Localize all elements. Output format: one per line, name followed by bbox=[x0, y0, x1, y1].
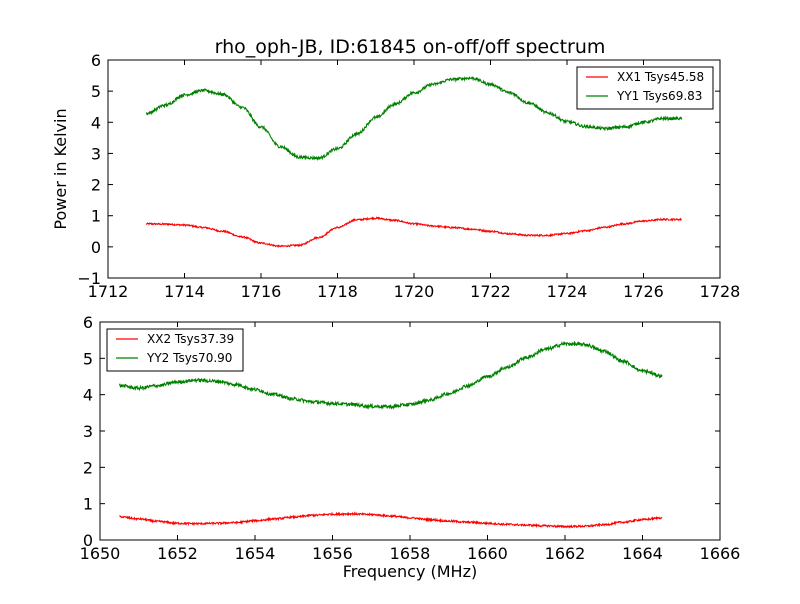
legend-label: XX1 Tsys45.58 bbox=[617, 70, 704, 84]
x-tick-label: 1728 bbox=[700, 282, 741, 301]
x-tick-label: 1656 bbox=[312, 544, 353, 563]
y-tick-label: 1 bbox=[91, 207, 101, 226]
y-tick-label: 6 bbox=[83, 313, 93, 332]
legend: XX1 Tsys45.58 YY1 Tsys69.83 bbox=[576, 66, 714, 110]
x-tick-label: 1654 bbox=[235, 544, 276, 563]
chart-title: rho_oph-JB, ID:61845 on-off/off spectrum bbox=[215, 36, 606, 58]
x-tick-label: 1726 bbox=[623, 282, 664, 301]
x-tick-label: 1650 bbox=[80, 544, 121, 563]
legend-label: XX2 Tsys37.39 bbox=[147, 332, 234, 346]
x-tick-label: 1720 bbox=[394, 282, 435, 301]
y-tick-label: 2 bbox=[83, 458, 93, 477]
legend-box bbox=[106, 328, 244, 372]
x-tick-label: 1662 bbox=[545, 544, 586, 563]
chart-panel-1: 1712 1714 1716 1718 1720 1722 1724 1726 1728 −1 0 1… bbox=[77, 51, 740, 301]
y-tick-label: 2 bbox=[91, 176, 101, 195]
x-axis-label: Frequency (MHz) bbox=[343, 562, 477, 581]
y-tick-label: 6 bbox=[91, 51, 101, 70]
y-tick-label: 3 bbox=[91, 144, 101, 163]
y-tick-label: 4 bbox=[83, 386, 93, 405]
y-tick-label: 3 bbox=[83, 422, 93, 441]
legend-label: YY1 Tsys69.83 bbox=[616, 89, 702, 103]
x-tick-label: 1718 bbox=[317, 282, 358, 301]
y-tick-label: −1 bbox=[77, 269, 101, 288]
chart-panel-2: 1650 1652 1654 1656 1658 1660 1662 1664 1666 0 1 2 3… bbox=[80, 313, 741, 563]
x-tick-label: 1666 bbox=[700, 544, 741, 563]
chart-panels: 1712 1714 1716 1718 1720 1722 1724 1726 1728−101… bbox=[77, 51, 740, 563]
y-tick-label: 1 bbox=[83, 495, 93, 514]
x-tick-label: 1722 bbox=[470, 282, 511, 301]
series-line-2 bbox=[118, 340, 663, 410]
y-tick-label: 4 bbox=[91, 113, 101, 132]
y-tick-label: 0 bbox=[83, 531, 93, 550]
series-group bbox=[145, 76, 683, 249]
y-tick-label: 5 bbox=[91, 82, 101, 101]
series-line-1 bbox=[145, 216, 683, 249]
x-tick-label: 1652 bbox=[157, 544, 198, 563]
x-tick-label: 1714 bbox=[164, 282, 205, 301]
y-axis-label: Power in Kelvin bbox=[51, 108, 70, 229]
x-tick-label: 1716 bbox=[241, 282, 282, 301]
legend: XX2 Tsys37.39 YY2 Tsys70.90 bbox=[106, 328, 244, 372]
legend-box bbox=[576, 66, 714, 110]
series-line-1 bbox=[119, 511, 663, 529]
x-tick-label: 1658 bbox=[390, 544, 431, 563]
legend-label: YY2 Tsys70.90 bbox=[146, 351, 232, 365]
y-tick-label: 0 bbox=[91, 238, 101, 257]
series-line-2 bbox=[145, 76, 683, 161]
x-tick-label: 1724 bbox=[547, 282, 588, 301]
series-group bbox=[118, 340, 663, 529]
x-tick-label: 1664 bbox=[622, 544, 663, 563]
x-tick-label: 1712 bbox=[88, 282, 129, 301]
x-tick-label: 1660 bbox=[467, 544, 508, 563]
y-tick-label: 5 bbox=[83, 349, 93, 368]
